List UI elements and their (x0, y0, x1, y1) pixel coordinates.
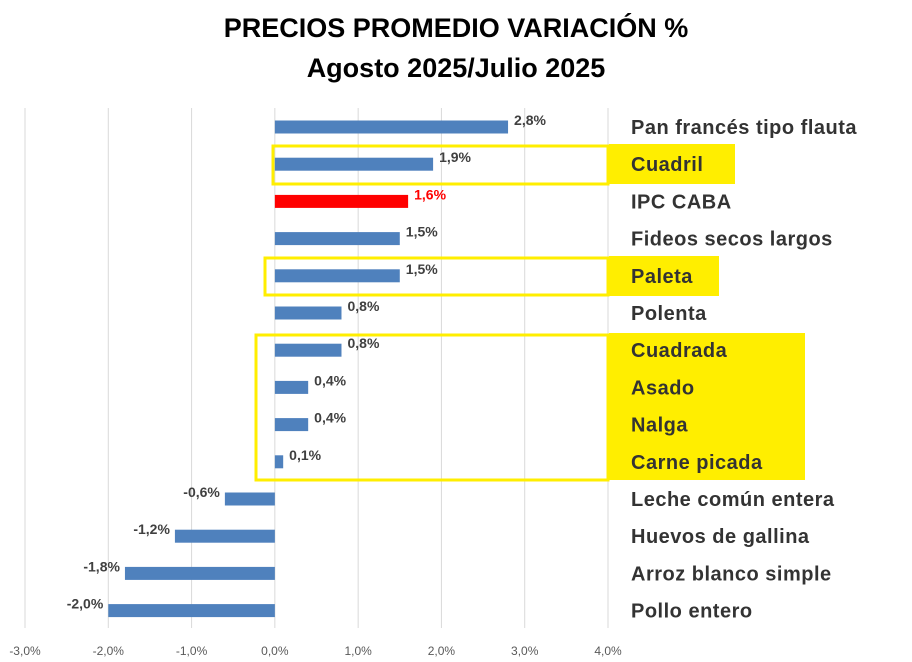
category-label: Leche común entera (631, 489, 835, 511)
category-label: Asado (631, 377, 695, 399)
data-label: -2,0% (67, 596, 104, 612)
category-label: Pollo entero (631, 601, 753, 623)
x-tick-label: 1,0% (344, 644, 372, 658)
data-label: 1,6% (414, 186, 446, 202)
category-label: Arroz blanco simple (631, 563, 832, 585)
bar (124, 566, 275, 580)
highlight-box-fill (609, 144, 735, 184)
data-label: 0,1% (289, 447, 321, 463)
highlight-box-fill (609, 333, 805, 480)
bar (274, 120, 509, 134)
data-label: 0,4% (314, 372, 346, 388)
chart-title: PRECIOS PROMEDIO VARIACIÓN % (223, 13, 689, 43)
highlight-box-outline (271, 144, 610, 186)
data-label: 1,9% (439, 149, 471, 165)
data-label: 0,8% (347, 298, 379, 314)
data-label: -0,6% (183, 484, 220, 500)
bar (274, 194, 409, 208)
bar (274, 418, 309, 432)
x-tick-label: 3,0% (511, 644, 539, 658)
category-label: Polenta (631, 303, 707, 325)
category-label: Pan francés tipo flauta (631, 117, 857, 139)
category-label: Carne picada (631, 452, 763, 474)
x-tick-label: -3,0% (9, 644, 41, 658)
x-tick-label: 4,0% (594, 644, 622, 658)
bar (108, 604, 275, 618)
category-label: Cuadrada (631, 340, 728, 362)
data-label: -1,8% (83, 558, 120, 574)
bar (274, 343, 342, 357)
data-label: 1,5% (406, 261, 438, 277)
bar (274, 269, 400, 283)
data-label: 1,5% (406, 224, 438, 240)
highlight-box-fill (609, 256, 719, 296)
x-tick-label: 0,0% (261, 644, 289, 658)
bar (274, 455, 284, 469)
bar (274, 380, 309, 394)
data-label: 0,8% (347, 335, 379, 351)
data-label: -1,2% (133, 521, 170, 537)
category-label: Paleta (631, 266, 693, 288)
bar (274, 157, 434, 171)
highlight-box-outline (254, 333, 610, 482)
bar (224, 492, 275, 506)
x-tick-label: -1,0% (176, 644, 208, 658)
category-label: Fideos secos largos (631, 229, 833, 251)
highlight-box-outline (263, 256, 610, 297)
category-label: Huevos de gallina (631, 526, 810, 548)
x-tick-label: -2,0% (93, 644, 125, 658)
category-label: IPC CABA (631, 191, 732, 213)
category-label: Nalga (631, 415, 688, 437)
x-tick-label: 2,0% (428, 644, 456, 658)
data-label: 0,4% (314, 410, 346, 426)
data-label: 2,8% (514, 112, 546, 128)
bar (274, 232, 400, 246)
bar (174, 529, 275, 543)
bar (274, 306, 342, 320)
chart-subtitle: Agosto 2025/Julio 2025 (306, 53, 606, 83)
category-label: Cuadril (631, 154, 703, 176)
